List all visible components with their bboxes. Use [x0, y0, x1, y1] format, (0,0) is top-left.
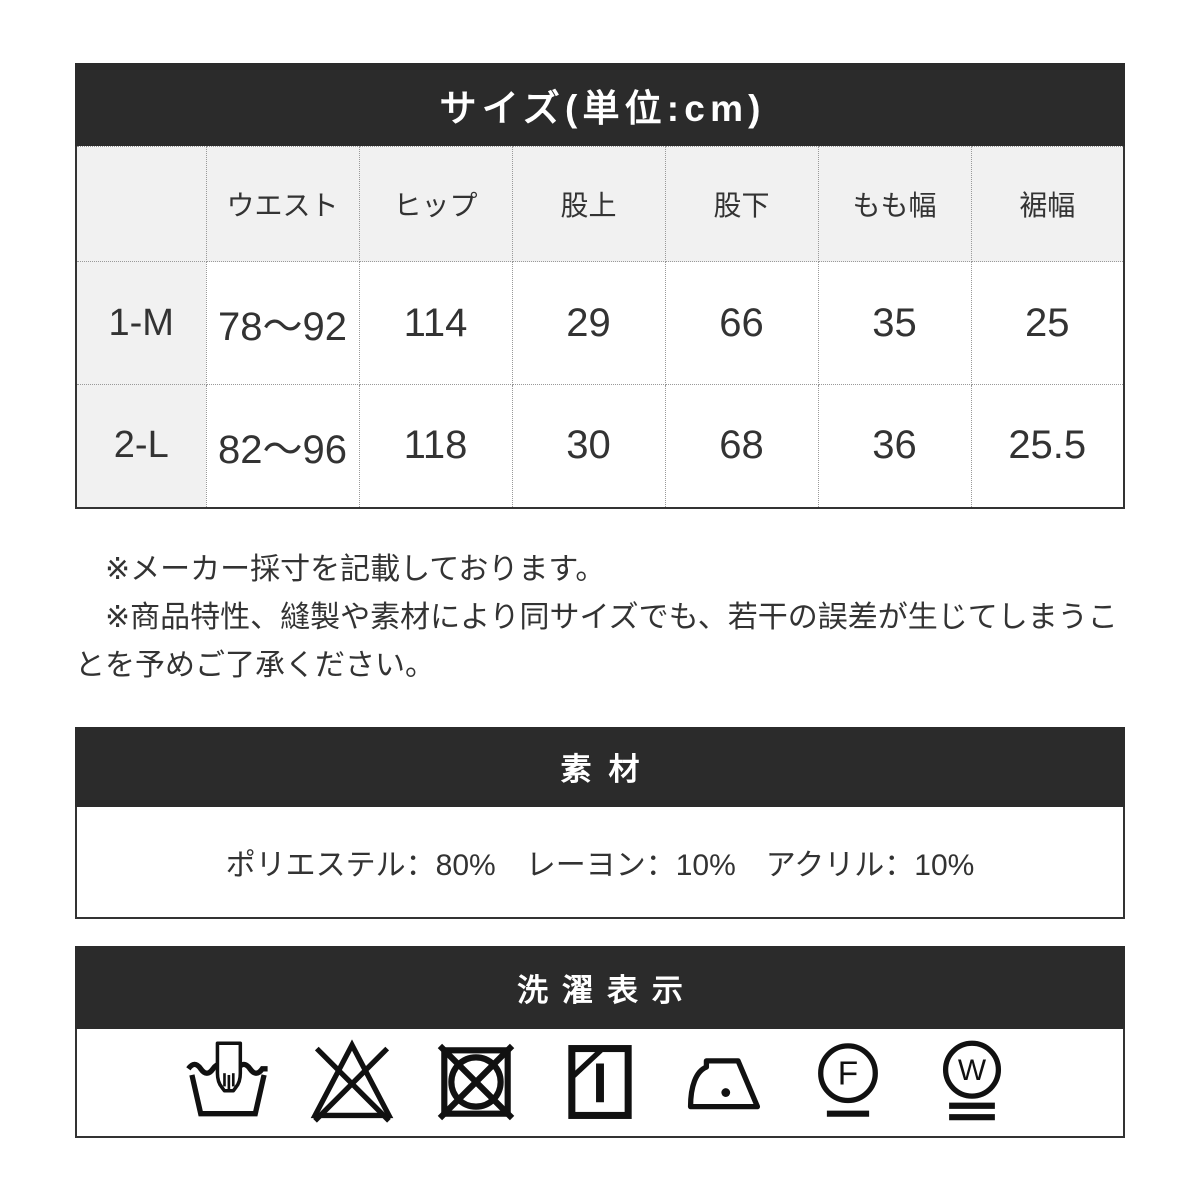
care-label-section: 洗濯表示 — [75, 945, 1125, 1138]
size-chart-section: サイズ(単位:cm) ウエスト ヒップ 股上 股下 もも幅 裾幅 — [75, 63, 1125, 509]
note-size-tolerance: ※商品特性、縫製や素材により同サイズでも、若干の誤差が生じてしまうことを予めご了… — [75, 600, 1118, 682]
care-title: 洗濯表示 — [517, 972, 697, 1008]
cell-1m-inseam: 66 — [664, 261, 819, 385]
do-not-tumble-dry-icon — [429, 1038, 523, 1126]
cell-2l-waist: 82～96 — [205, 384, 360, 508]
column-header-inseam: 股下 — [664, 146, 819, 262]
column-header-hip: ヒップ — [358, 146, 513, 262]
cell-2l-hem: 25.5 — [970, 384, 1125, 508]
do-not-bleach-icon — [305, 1038, 399, 1126]
svg-text:F: F — [838, 1056, 858, 1093]
care-symbols-row: F W — [75, 1028, 1125, 1138]
material-title: 素材 — [560, 752, 657, 787]
material-title-bar: 素材 — [75, 726, 1125, 807]
size-spec-page: サイズ(単位:cm) ウエスト ヒップ 股上 股下 もも幅 裾幅 — [75, 0, 1125, 1138]
column-header-waist: ウエスト — [205, 146, 360, 262]
material-composition: ポリエステル：80% レーヨン：10% アクリル：10% — [75, 806, 1125, 919]
cell-2l-thigh: 36 — [817, 384, 972, 508]
dry-clean-f-gentle-icon: F — [801, 1038, 895, 1126]
cell-1m-hem: 25 — [970, 261, 1125, 385]
cell-2l-hip: 118 — [358, 384, 513, 508]
size-table: ウエスト ヒップ 股上 股下 もも幅 裾幅 1-M 78～92 114 29 6… — [75, 146, 1125, 509]
size-chart-title: サイズ(単位:cm) — [439, 87, 766, 129]
column-header-rise: 股上 — [511, 146, 666, 262]
size-table-header-row: ウエスト ヒップ 股上 股下 もも幅 裾幅 — [75, 146, 1125, 262]
row-label-1m: 1-M — [75, 261, 207, 385]
cell-2l-rise: 30 — [511, 384, 666, 508]
hand-wash-icon — [181, 1038, 275, 1126]
cell-1m-waist: 78～92 — [205, 261, 360, 385]
wet-clean-w-very-gentle-icon: W — [925, 1038, 1019, 1126]
cell-2l-inseam: 68 — [664, 384, 819, 508]
size-table-corner-cell — [75, 146, 207, 262]
cell-1m-hip: 114 — [358, 261, 513, 385]
line-dry-in-shade-icon — [553, 1038, 647, 1126]
iron-low-temp-icon — [677, 1038, 771, 1126]
cell-1m-thigh: 35 — [817, 261, 972, 385]
row-label-2l: 2-L — [75, 384, 207, 508]
care-title-bar: 洗濯表示 — [75, 945, 1125, 1029]
svg-text:W: W — [958, 1054, 987, 1087]
size-chart-title-bar: サイズ(単位:cm) — [75, 63, 1125, 146]
material-section: 素材 ポリエステル：80% レーヨン：10% アクリル：10% — [75, 726, 1125, 919]
size-notes: ※メーカー採寸を記載しております。 ※商品特性、縫製や素材により同サイズでも、若… — [75, 546, 1125, 690]
table-row: 1-M 78～92 114 29 66 35 25 — [75, 261, 1125, 385]
note-manufacturer-measurement: ※メーカー採寸を記載しております。 — [105, 552, 606, 586]
cell-1m-rise: 29 — [511, 261, 666, 385]
table-row: 2-L 82～96 118 30 68 36 25.5 — [75, 384, 1125, 508]
column-header-hem-width: 裾幅 — [970, 146, 1125, 262]
column-header-thigh-width: もも幅 — [817, 146, 972, 262]
